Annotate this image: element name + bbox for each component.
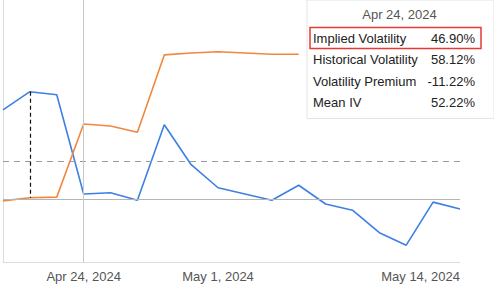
svg-text:Mean IV: Mean IV (313, 95, 362, 110)
svg-text:Apr 24, 2024: Apr 24, 2024 (362, 7, 436, 22)
svg-text:-11.22%: -11.22% (428, 74, 476, 89)
svg-text:Implied Volatility: Implied Volatility (313, 31, 407, 46)
svg-text:May 14, 2024: May 14, 2024 (381, 269, 460, 284)
svg-text:Historical Volatility: Historical Volatility (313, 52, 418, 67)
svg-text:Volatility Premium: Volatility Premium (313, 74, 416, 89)
svg-text:May 1, 2024: May 1, 2024 (182, 269, 254, 284)
svg-text:Apr 24, 2024: Apr 24, 2024 (46, 269, 120, 284)
svg-text:52.22%: 52.22% (431, 95, 476, 110)
svg-text:58.12%: 58.12% (431, 52, 476, 67)
svg-text:46.90%: 46.90% (431, 31, 476, 46)
